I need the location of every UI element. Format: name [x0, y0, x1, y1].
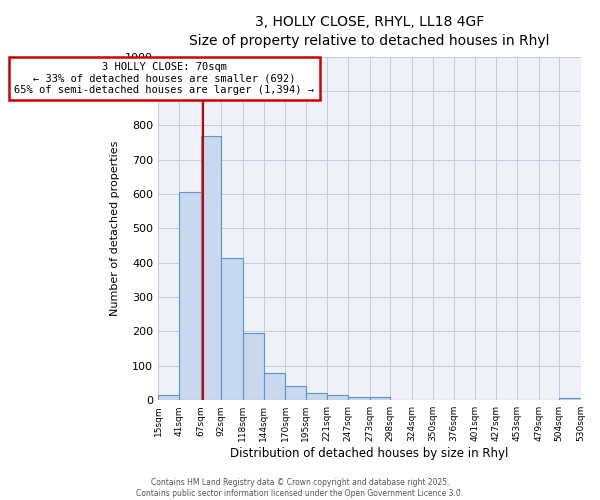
Bar — [158, 395, 179, 400]
Bar — [264, 372, 285, 400]
Bar — [242, 333, 264, 400]
Bar — [221, 258, 242, 400]
Text: 3 HOLLY CLOSE: 70sqm
← 33% of detached houses are smaller (692)
65% of semi-deta: 3 HOLLY CLOSE: 70sqm ← 33% of detached h… — [14, 62, 314, 95]
Bar — [349, 397, 370, 400]
Bar — [559, 398, 581, 400]
Bar — [179, 192, 200, 400]
Title: 3, HOLLY CLOSE, RHYL, LL18 4GF
Size of property relative to detached houses in R: 3, HOLLY CLOSE, RHYL, LL18 4GF Size of p… — [189, 15, 550, 48]
Text: Contains HM Land Registry data © Crown copyright and database right 2025.
Contai: Contains HM Land Registry data © Crown c… — [136, 478, 464, 498]
X-axis label: Distribution of detached houses by size in Rhyl: Distribution of detached houses by size … — [230, 447, 508, 460]
Bar — [305, 394, 327, 400]
Y-axis label: Number of detached properties: Number of detached properties — [110, 140, 119, 316]
Bar — [200, 136, 221, 400]
Bar — [285, 386, 305, 400]
Bar — [327, 395, 349, 400]
Bar — [370, 397, 390, 400]
